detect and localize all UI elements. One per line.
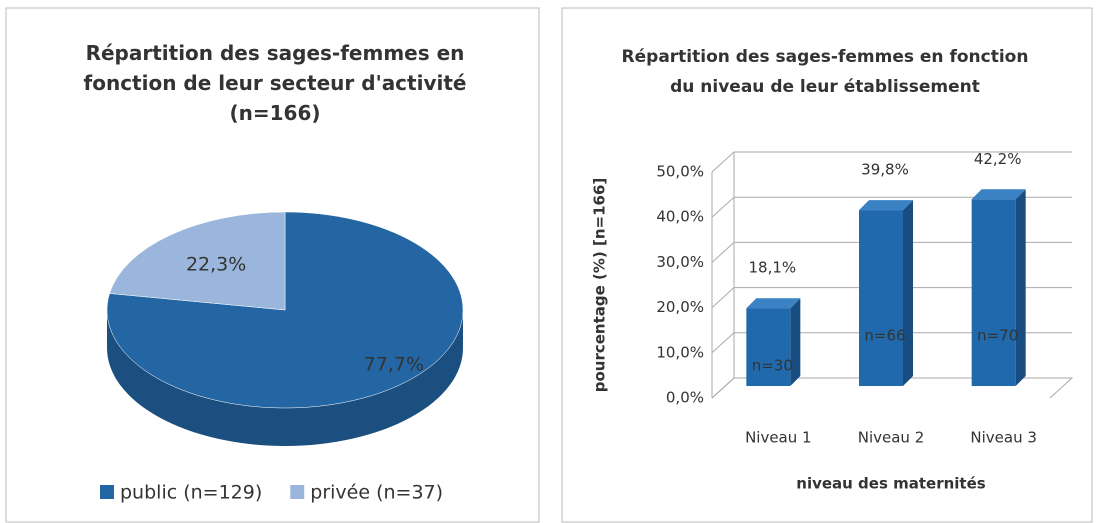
bar-side (903, 200, 913, 386)
data-label: 22,3% (186, 254, 246, 276)
grid-line (711, 241, 1072, 263)
bar (859, 210, 903, 386)
y-tick-label: 40,0% (656, 208, 704, 226)
bar-top (971, 189, 1026, 200)
legend-swatch (290, 485, 305, 499)
bar (746, 308, 791, 386)
legend-swatch (100, 485, 114, 499)
y-tick-label: 10,0% (656, 343, 704, 361)
y-tick-label: 20,0% (656, 298, 704, 316)
pie-slice (106, 211, 464, 409)
bar (971, 199, 1016, 386)
x-tick-label: Niveau 3 (970, 429, 1037, 447)
pie-side (107, 310, 463, 446)
bar-side (1015, 189, 1026, 386)
grid-line (711, 332, 1072, 354)
grid-line (711, 196, 1072, 218)
data-label: 77,7% (364, 353, 424, 375)
count-label: n=30 (752, 357, 793, 375)
legend-label: privée (n=37) (310, 482, 443, 504)
pie-title: Répartition des sages-femmes en fonction… (83, 41, 467, 125)
data-label: 42,2% (974, 150, 1022, 168)
data-label: 18,1% (749, 259, 797, 277)
grid-line (711, 287, 1072, 308)
y-axis-label: pourcentage (%) [n=166] (591, 178, 609, 393)
data-label: 39,8% (861, 161, 909, 179)
x-tick-label: Niveau 2 (858, 429, 925, 447)
bar-top (746, 298, 801, 309)
y-tick-label: 50,0% (656, 163, 704, 181)
grid-line (711, 377, 1072, 399)
bar-title: Répartition des sages-femmes en fonction… (621, 47, 1029, 97)
grid-line (711, 151, 1072, 173)
legend-label: public (n=129) (120, 482, 262, 504)
count-label: n=70 (977, 327, 1018, 345)
panel (561, 7, 1093, 523)
y-tick-label: 0,0% (666, 389, 704, 407)
bar-top (859, 200, 913, 211)
x-axis-label: niveau des maternités (796, 475, 986, 493)
panel (5, 7, 540, 523)
count-label: n=66 (864, 327, 905, 345)
pie-slice (109, 211, 286, 311)
y-tick-label: 30,0% (656, 253, 704, 271)
x-tick-label: Niveau 1 (745, 429, 812, 447)
bar-side (790, 298, 801, 386)
